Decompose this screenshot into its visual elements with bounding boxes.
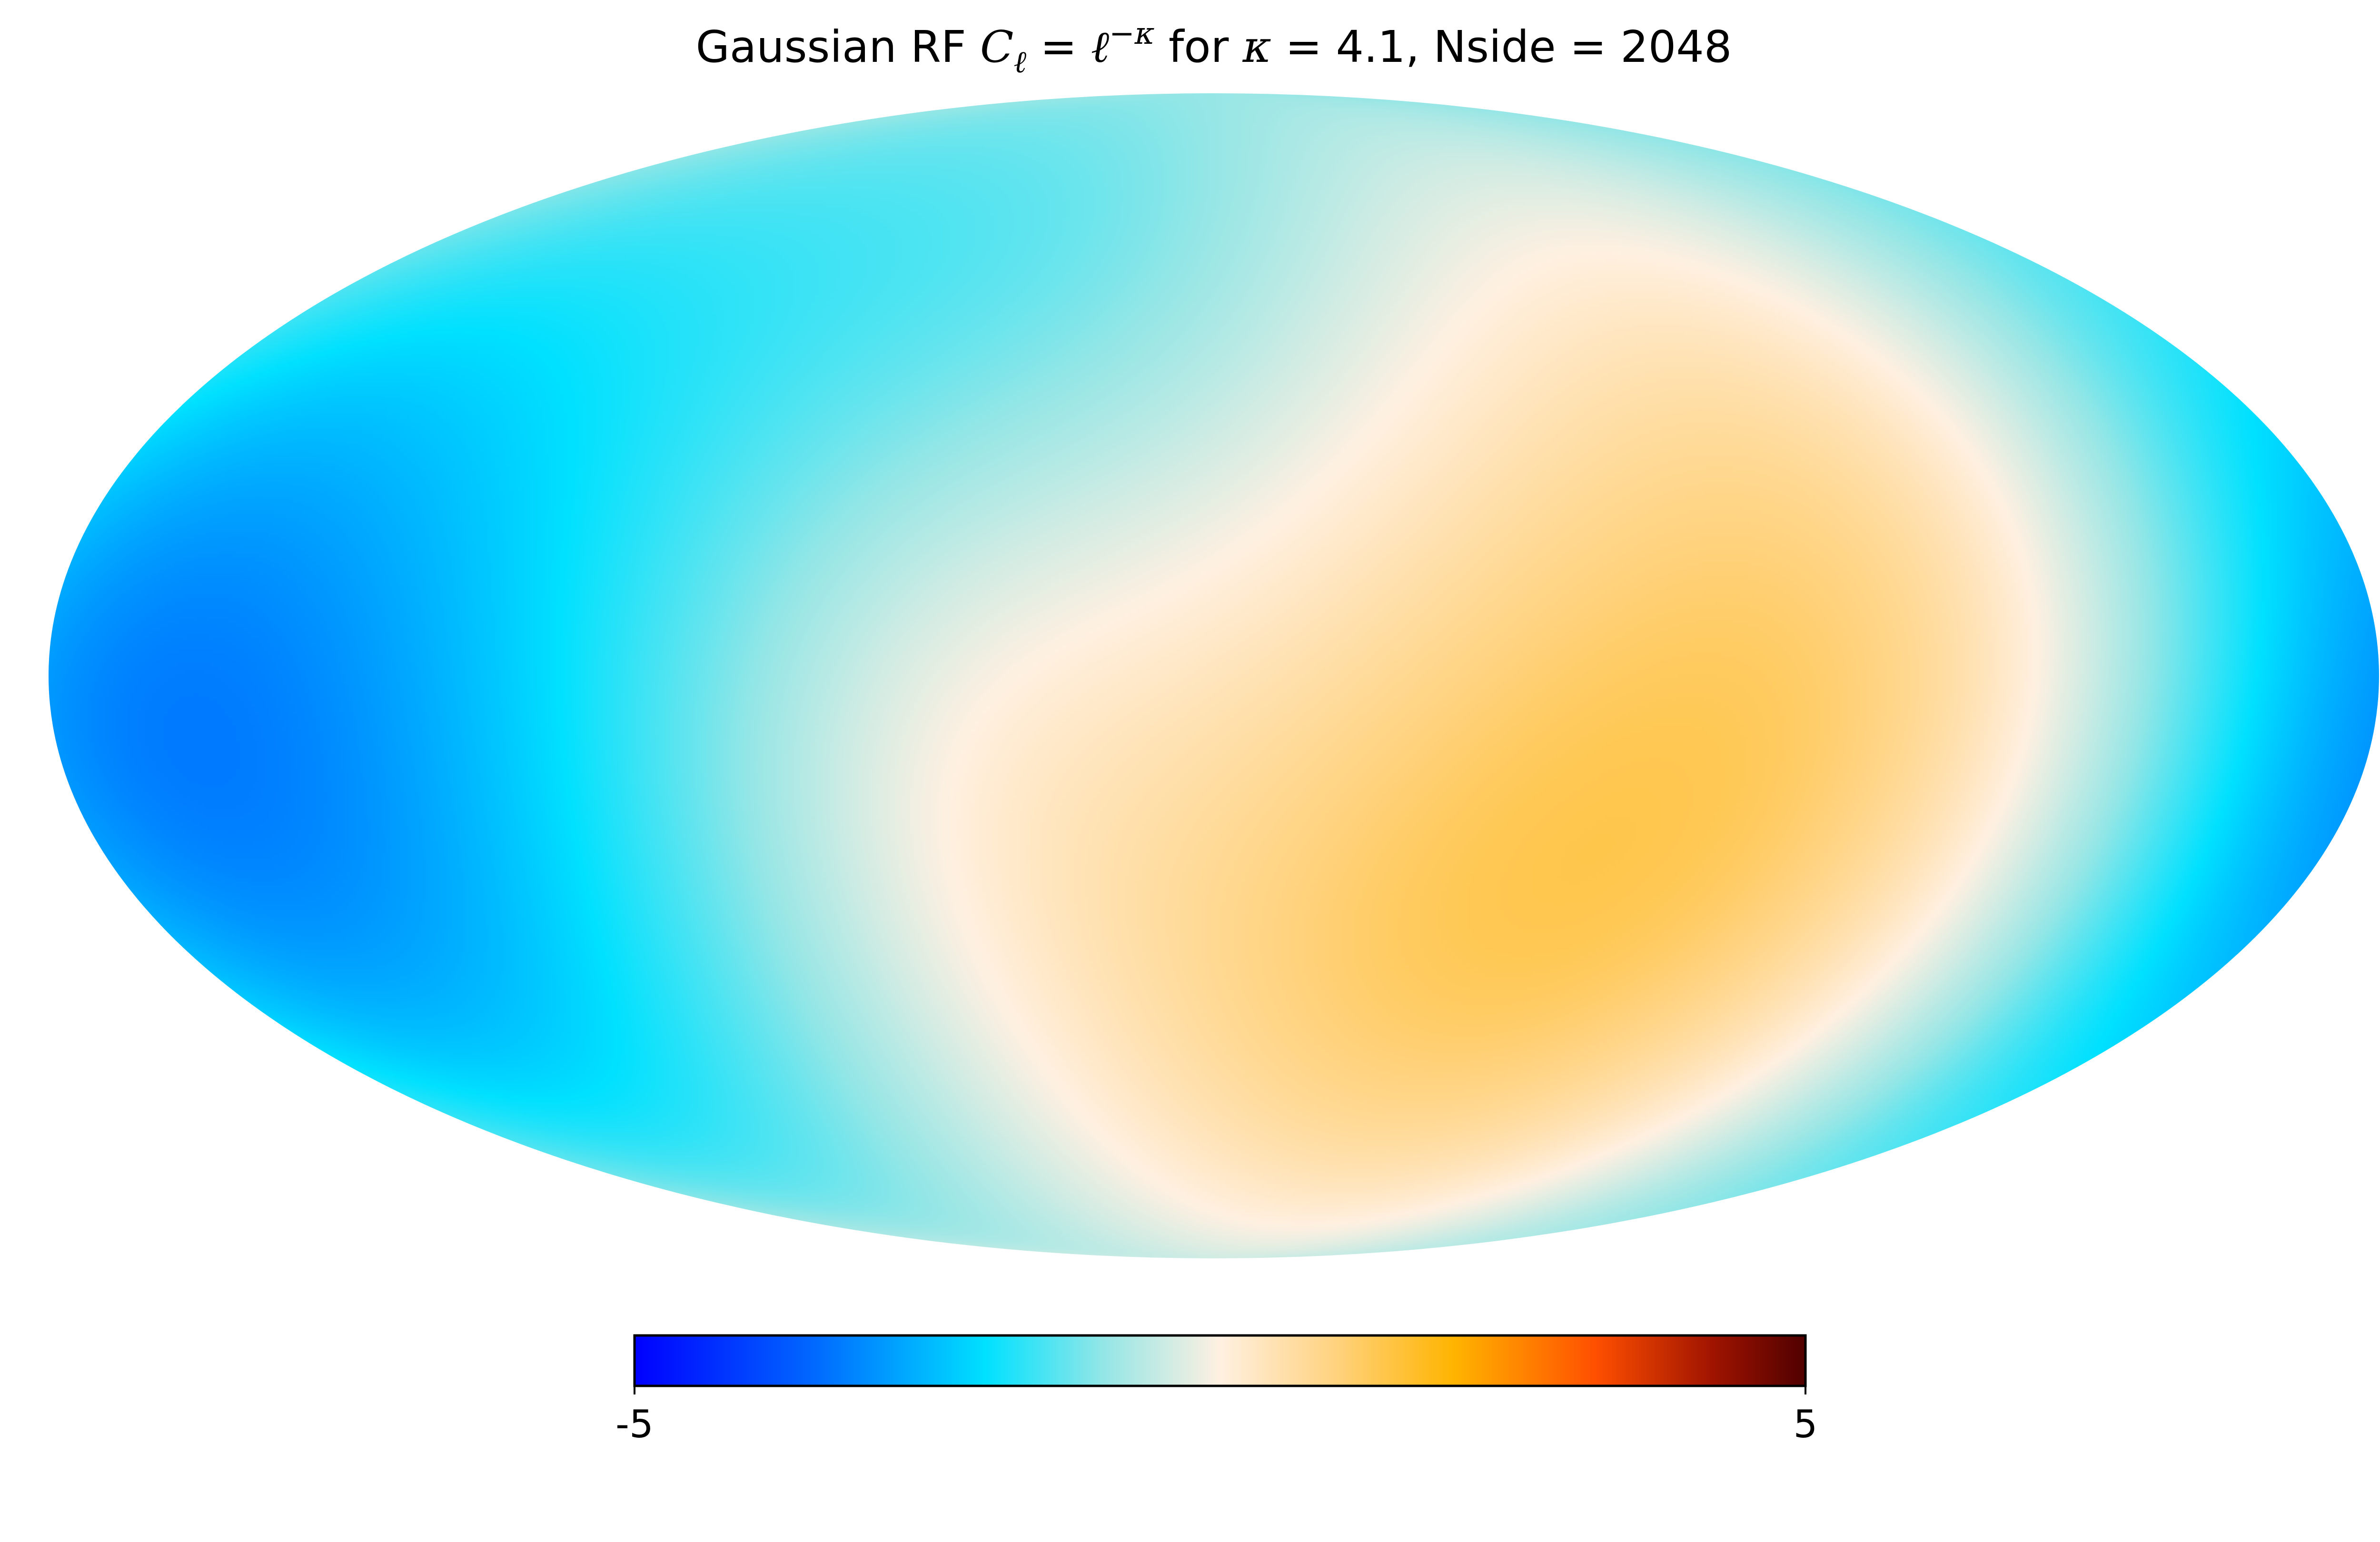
title-c-symbol: C (980, 21, 1013, 72)
map-field-image (49, 93, 2379, 1258)
colorbar-max-label: 5 (1794, 1402, 1818, 1446)
title-c-subscript: ℓ (1013, 45, 1026, 80)
colorbar: -5 5 (615, 1334, 1818, 1446)
title-equals1: = (1026, 21, 1091, 72)
title-kappa: κ (1242, 21, 1271, 72)
mollweide-map (49, 93, 2379, 1258)
colorbar-min-label: -5 (615, 1402, 654, 1446)
chart-title: Gaussian RF Cℓ = ℓ−κ for κ = 4.1, Nside … (696, 16, 1732, 80)
title-for: for (1155, 21, 1243, 72)
colorbar-frame (633, 1334, 1807, 1387)
colorbar-fill (635, 1335, 1805, 1386)
title-rest: = 4.1, Nside = 2048 (1271, 21, 1732, 72)
title-ell: ℓ (1091, 21, 1109, 72)
title-prefix: Gaussian RF (696, 21, 980, 72)
title-exponent: −κ (1109, 16, 1155, 51)
